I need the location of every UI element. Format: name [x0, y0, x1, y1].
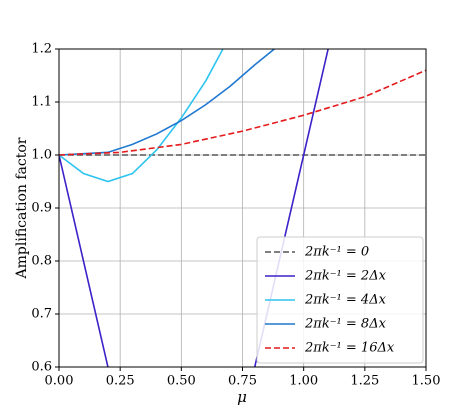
- y-tick-label: 0.7: [31, 307, 52, 322]
- legend-box: [256, 236, 424, 364]
- legend-label: 2πk⁻¹ = 8Δx: [304, 317, 387, 332]
- x-tick-label: 0.50: [167, 374, 196, 389]
- x-tick-label: 1.50: [412, 374, 441, 389]
- y-tick-label: 1.0: [31, 148, 52, 163]
- y-tick-label: 0.9: [31, 201, 52, 216]
- series-line: [59, 49, 224, 183]
- y-axis-label: Amplification factor: [14, 137, 30, 279]
- legend-label: 2πk⁻¹ = 2Δx: [304, 269, 387, 284]
- x-tick-label: 0.25: [106, 374, 135, 389]
- y-tick-label: 1.2: [31, 42, 52, 57]
- x-tick-label: 1.25: [350, 374, 379, 389]
- x-axis-label: μ: [237, 388, 247, 406]
- x-tick-label: 0.00: [45, 374, 74, 389]
- legend-label: 2πk⁻¹ = 16Δx: [304, 341, 395, 356]
- series-line: [59, 69, 426, 156]
- legend-label: 2πk⁻¹ = 4Δx: [304, 293, 387, 308]
- legend-label: 2πk⁻¹ = 0: [304, 245, 369, 260]
- plot-frame: [58, 48, 427, 368]
- y-tick-label: 0.8: [31, 254, 52, 269]
- x-tick-label: 0.75: [228, 374, 257, 389]
- x-tick-label: 1.00: [289, 374, 318, 389]
- y-tick-label: 1.1: [31, 95, 52, 110]
- series-line: [59, 49, 275, 156]
- y-tick-label: 0.6: [31, 360, 52, 375]
